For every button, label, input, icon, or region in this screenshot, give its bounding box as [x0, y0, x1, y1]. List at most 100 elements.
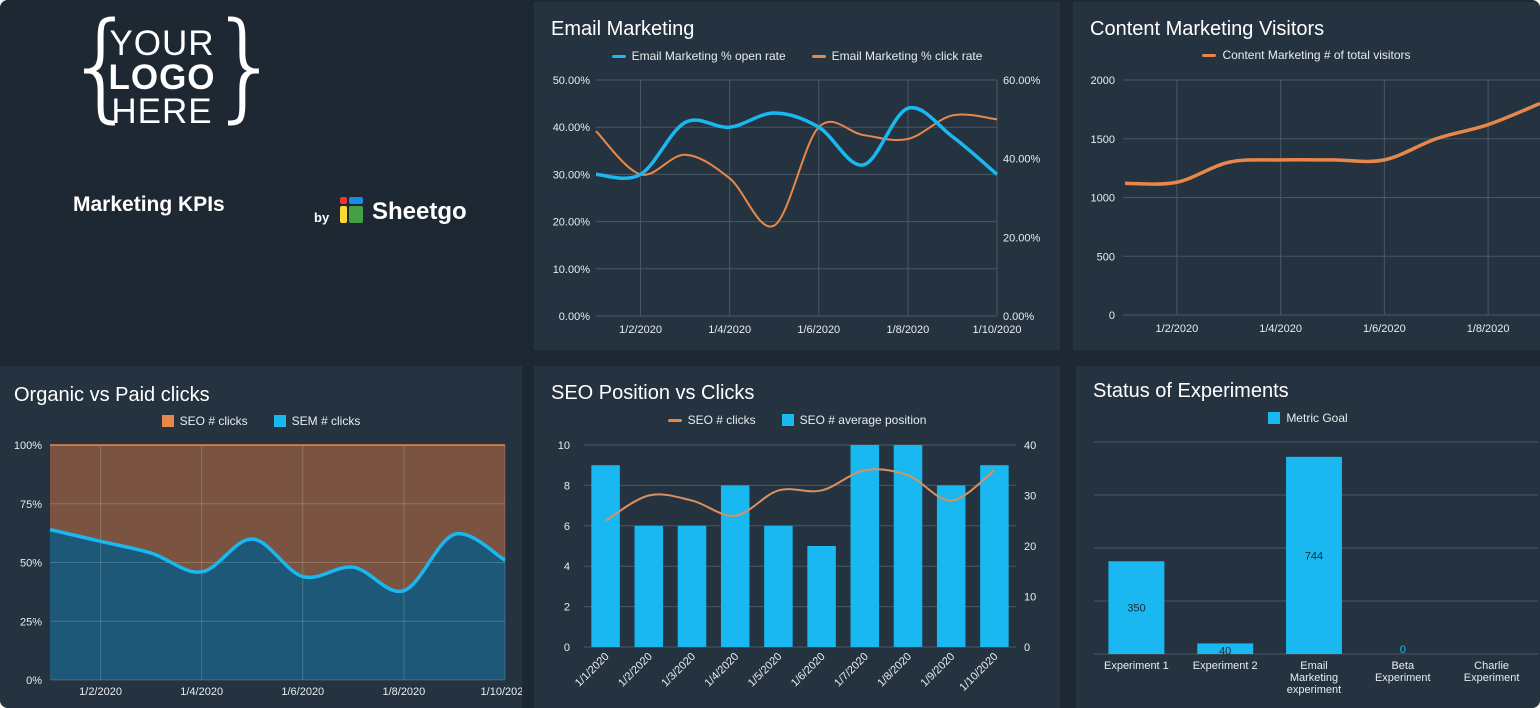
seo-x-tick: 1/9/2020 [919, 651, 958, 690]
seo-y-right-tick: 30 [1024, 491, 1036, 503]
email-x-tick: 1/10/2020 [973, 324, 1022, 336]
legend-swatch-seo-clicks-line [667, 418, 682, 422]
seo-x-tick: 1/6/2020 [789, 651, 828, 690]
seo-x-tick: 1/10/2020 [957, 651, 1000, 694]
organic-x-tick: 1/2/2020 [79, 686, 122, 698]
seo-avg-position-bar [807, 546, 836, 647]
seo-avg-position-bar [764, 525, 793, 647]
status-data-label: 350 [1127, 603, 1145, 615]
organic-y-tick: 50% [20, 558, 42, 570]
legend-label-seo-clicks: SEO # clicks [179, 414, 248, 428]
status-x-tick: Marketing [1290, 672, 1338, 684]
organic-legend: SEO # clicks SEM # clicks [0, 414, 522, 428]
email-chart-title: Email Marketing [551, 18, 695, 40]
email-y-left-tick: 0.00% [559, 311, 590, 323]
status-data-label: 744 [1305, 550, 1323, 562]
content-x-tick: 1/4/2020 [1259, 323, 1302, 335]
organic-y-tick: 100% [14, 440, 42, 452]
content-x-tick: 1/6/2020 [1363, 323, 1406, 335]
email-y-right-tick: 0.00% [1003, 311, 1034, 323]
logo-line-3: HERE [111, 92, 213, 131]
legend-label-metric-goal: Metric Goal [1286, 411, 1348, 425]
left-brace-icon: { [64, 0, 140, 134]
status-x-tick: Charlie [1474, 660, 1509, 672]
right-brace-icon: } [208, 0, 284, 134]
organic-x-tick: 1/10/2020 [481, 686, 522, 698]
legend-label-open-rate: Email Marketing % open rate [631, 49, 786, 63]
organic-sem-area [50, 529, 505, 680]
seo-avg-position-bar [980, 465, 1009, 647]
status-x-tick: Email [1300, 660, 1328, 672]
status-data-label: 40 [1219, 645, 1231, 657]
content-y-tick: 2000 [1091, 75, 1115, 87]
content-chart-title: Content Marketing Visitors [1090, 18, 1325, 40]
legend-swatch-sem-clicks [273, 415, 286, 427]
seo-legend: SEO # clicks SEO # average position [534, 413, 1060, 427]
organic-y-tick: 25% [20, 616, 42, 628]
seo-avg-position-bar [677, 525, 707, 647]
email-marketing-chart: 0.00% 10.00% 20.00% 30.00% 40.00% 50.00% 0.00%… [553, 75, 1041, 336]
email-y-left-tick: 20.00% [553, 217, 591, 229]
email-x-tick: 1/8/2020 [886, 324, 929, 336]
branding-area: { } YOUR LOGO HERE Marketing KPIs by She… [0, 0, 523, 352]
seo-avg-position-bar [850, 445, 880, 647]
email-y-left-tick: 40.00% [553, 122, 591, 134]
status-x-tick: Experiment 2 [1193, 660, 1258, 672]
email-x-tick: 1/2/2020 [619, 324, 662, 336]
organic-vs-paid-chart: 0% 25% 50% 75% 100% 1/2/2020 1/4/2020 1/6/2020 1… [14, 440, 522, 698]
status-experiments-chart: 350 40 744 0 Experiment 1 Experiment 2 EmailMa… [1094, 441, 1538, 696]
organic-x-tick: 1/4/2020 [180, 686, 223, 698]
email-y-left-tick: 10.00% [553, 264, 591, 276]
email-y-left-tick: 50.00% [553, 75, 591, 87]
email-x-tick: 1/6/2020 [797, 324, 840, 336]
seo-y-left-tick: 6 [564, 521, 570, 533]
legend-label-avg-position: SEO # average position [799, 413, 927, 427]
status-experiments-panel: Status of Experiments Metric Goal 350 40 7… [1076, 366, 1540, 708]
content-y-tick: 0 [1109, 310, 1115, 322]
status-x-tick: Beta [1391, 660, 1415, 672]
status-x-tick: Experiment [1464, 672, 1520, 684]
legend-swatch-metric-goal [1268, 412, 1281, 424]
status-x-tick: Experiment 1 [1104, 660, 1169, 672]
content-legend: Content Marketing # of total visitors [1073, 48, 1540, 62]
seo-y-left-tick: 4 [564, 561, 570, 573]
seo-x-tick: 1/3/2020 [659, 651, 698, 690]
content-y-tick: 1000 [1091, 193, 1115, 205]
seo-x-tick: 1/5/2020 [746, 651, 785, 690]
seo-y-left-tick: 10 [558, 440, 570, 452]
email-open-rate-line [595, 105, 999, 180]
by-label: by [314, 210, 330, 225]
seo-x-tick: 1/1/2020 [573, 651, 612, 690]
email-y-left-tick: 30.00% [553, 169, 591, 181]
content-x-tick: 1/2/2020 [1155, 323, 1198, 335]
legend-swatch-seo-clicks [161, 415, 174, 427]
email-y-right-tick: 40.00% [1003, 154, 1041, 166]
seo-y-right-tick: 10 [1024, 592, 1036, 604]
legend-label-sem-clicks: SEM # clicks [291, 414, 361, 428]
legend-swatch-open-rate [611, 54, 626, 58]
organic-sem-line [49, 527, 506, 594]
seo-avg-position-bar [634, 525, 664, 647]
content-marketing-chart: 0 500 1000 1500 2000 1/2/2020 1/4/2020 1/6/2020… [1091, 75, 1540, 335]
status-x-tick: experiment [1287, 684, 1341, 696]
content-y-tick: 500 [1097, 251, 1115, 263]
email-legend: Email Marketing % open rate Email Market… [534, 49, 1060, 63]
organic-vs-paid-panel: Organic vs Paid clicks SEO # clicks SEM … [0, 366, 522, 708]
seo-avg-position-bar [936, 485, 966, 647]
dashboard-title: Marketing KPIs [73, 193, 225, 216]
legend-swatch-visitors [1202, 53, 1217, 57]
seo-position-panel: SEO Position vs Clicks SEO # clicks SEO … [534, 366, 1060, 708]
seo-y-left-tick: 0 [564, 642, 570, 654]
organic-chart-title: Organic vs Paid clicks [14, 384, 210, 406]
seo-clicks-line [605, 468, 996, 522]
email-click-rate-line [595, 113, 998, 228]
status-legend: Metric Goal [1076, 411, 1540, 425]
organic-y-tick: 0% [26, 675, 42, 687]
legend-label-seo-clicks-line: SEO # clicks [687, 413, 756, 427]
brand-name: Sheetgo [372, 198, 467, 225]
seo-y-right-tick: 0 [1024, 642, 1030, 654]
content-visitors-line [1124, 101, 1540, 186]
seo-position-chart: 0 2 4 6 8 10 0 10 20 30 40 1/1/2020 1/2/2020 1/3/2020… [558, 440, 1037, 694]
seo-x-tick: 1/2/2020 [616, 651, 655, 690]
